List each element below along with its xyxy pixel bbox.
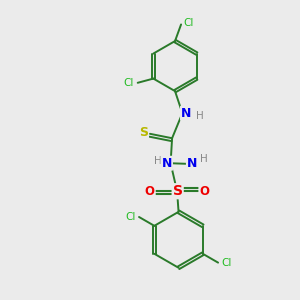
Text: N: N [187,157,197,170]
Text: H: H [200,154,208,164]
Text: O: O [145,185,155,198]
Text: S: S [139,126,148,139]
Text: H: H [154,156,162,166]
Text: Cl: Cl [124,78,134,88]
Text: Cl: Cl [126,212,136,222]
Text: S: S [173,184,183,198]
Text: O: O [200,185,209,198]
Text: N: N [162,157,172,170]
Text: Cl: Cl [221,258,232,268]
Text: N: N [181,107,191,120]
Text: Cl: Cl [184,18,194,28]
Text: H: H [196,111,203,121]
